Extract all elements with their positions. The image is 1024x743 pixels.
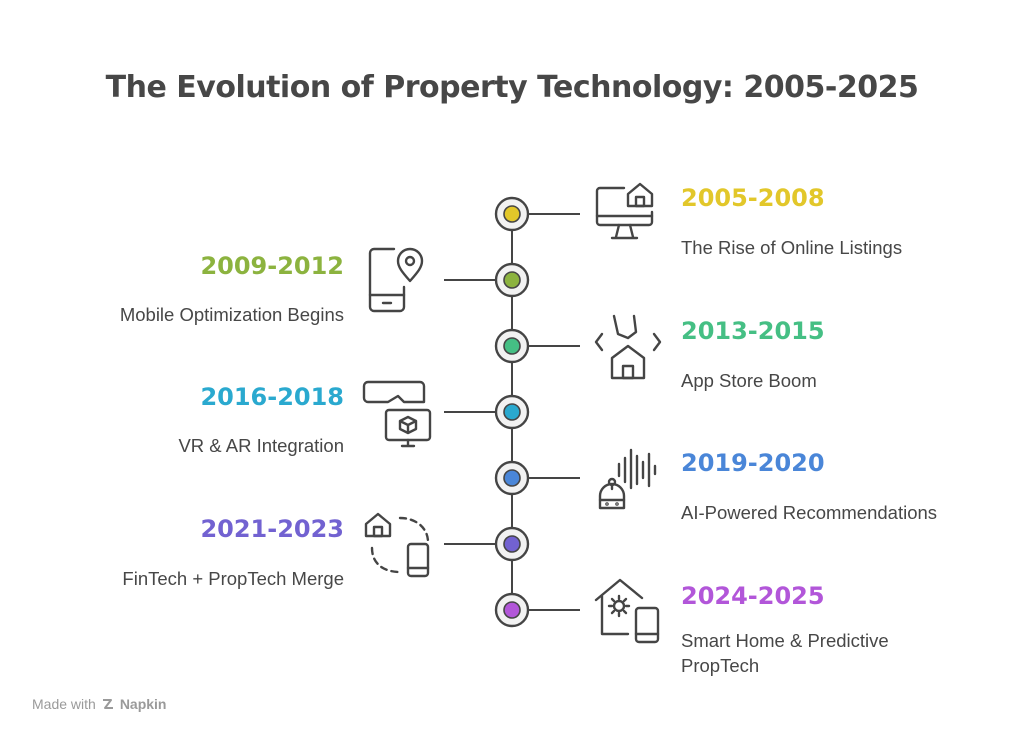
description-2009-2012: Mobile Optimization Begins (119, 304, 344, 325)
made-with-label: Made with (32, 696, 96, 712)
description-2005-2008: The Rise of Online Listings (681, 237, 903, 258)
page-title: The Evolution of Property Technology: 20… (105, 70, 919, 105)
period-2016-2018: 2016-2018 (200, 383, 344, 411)
period-2005-2008: 2005-2008 (681, 184, 825, 212)
timeline-node-dot (503, 535, 521, 553)
robot-voice-icon (598, 448, 657, 510)
description-line-1: Smart Home & Predictive (681, 630, 889, 651)
description-line-2: PropTech (681, 655, 760, 676)
desktop-home-icon (595, 182, 654, 240)
description-2016-2018: VR & AR Integration (178, 435, 344, 456)
description-2013-2015: App Store Boom (681, 370, 817, 391)
timeline-node-dot (503, 469, 521, 487)
vr-headset-icon (362, 380, 432, 448)
app-house-icon (594, 314, 662, 380)
timeline-node-dot (503, 403, 521, 421)
timeline-node-dot (503, 205, 521, 223)
timeline-node-dot (503, 601, 521, 619)
napkin-brand: Napkin (119, 696, 167, 712)
description-2019-2020: AI-Powered Recommendations (681, 502, 938, 523)
timeline-node-dot (503, 337, 521, 355)
period-2021-2023: 2021-2023 (200, 515, 344, 543)
home-phone-sync-icon (364, 512, 430, 578)
period-2024-2025: 2024-2025 (681, 582, 825, 610)
phone-location-icon (368, 247, 424, 313)
period-2019-2020: 2019-2020 (681, 449, 825, 477)
description-2021-2023: FinTech + PropTech Merge (122, 568, 344, 589)
smart-home-phone-icon (594, 578, 660, 644)
period-2013-2015: 2013-2015 (681, 317, 825, 345)
napkin-logo-icon (102, 699, 113, 709)
period-2009-2012: 2009-2012 (200, 252, 344, 280)
made-with-napkin-footer[interactable]: Made with Napkin (32, 696, 167, 712)
description-2024-2025: Smart Home & Predictive PropTech (681, 628, 889, 678)
timeline-node-dot (503, 271, 521, 289)
